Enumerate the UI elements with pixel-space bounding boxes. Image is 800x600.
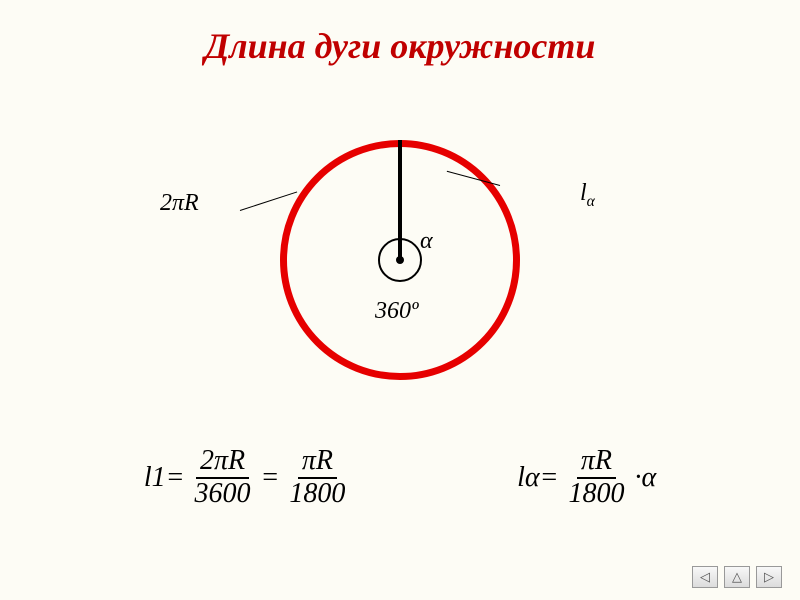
f2-frac: πR 1800: [564, 446, 628, 510]
nav-buttons: ◁ △ ▷: [692, 566, 782, 588]
label-alpha: α: [420, 228, 433, 255]
radius-line: [398, 140, 402, 260]
label-arc-sub: α: [587, 193, 595, 210]
label-circumference-text: 2πR: [160, 190, 199, 216]
nav-next-button[interactable]: ▷: [756, 566, 782, 588]
arc-length-diagram: 2πR lα α 360º: [0, 100, 800, 420]
f1-frac2: πR 1800: [285, 446, 349, 510]
nav-up-button[interactable]: △: [724, 566, 750, 588]
formulas-row: l1= 2πR 3600 = πR 1800 lα= πR 1800 ·α: [0, 446, 800, 510]
f2-lhs: lα=: [517, 462, 558, 494]
label-360: 360º: [375, 298, 418, 325]
formula-unit-arc: l1= 2πR 3600 = πR 1800: [144, 446, 350, 510]
nav-prev-button[interactable]: ◁: [692, 566, 718, 588]
page-title: Длина дуги окружности: [0, 0, 800, 67]
label-arc-length: lα: [580, 180, 595, 211]
formula-arc-alpha: lα= πR 1800 ·α: [517, 446, 656, 510]
equals-icon: =: [261, 462, 280, 494]
f2-tail: ·α: [634, 462, 656, 494]
f1-frac1: 2πR 3600: [191, 446, 255, 510]
f1-lhs: l1=: [144, 462, 185, 494]
pointer-left: [240, 191, 297, 210]
label-circumference: 2πR: [160, 190, 199, 217]
label-arc-base: l: [580, 180, 587, 206]
